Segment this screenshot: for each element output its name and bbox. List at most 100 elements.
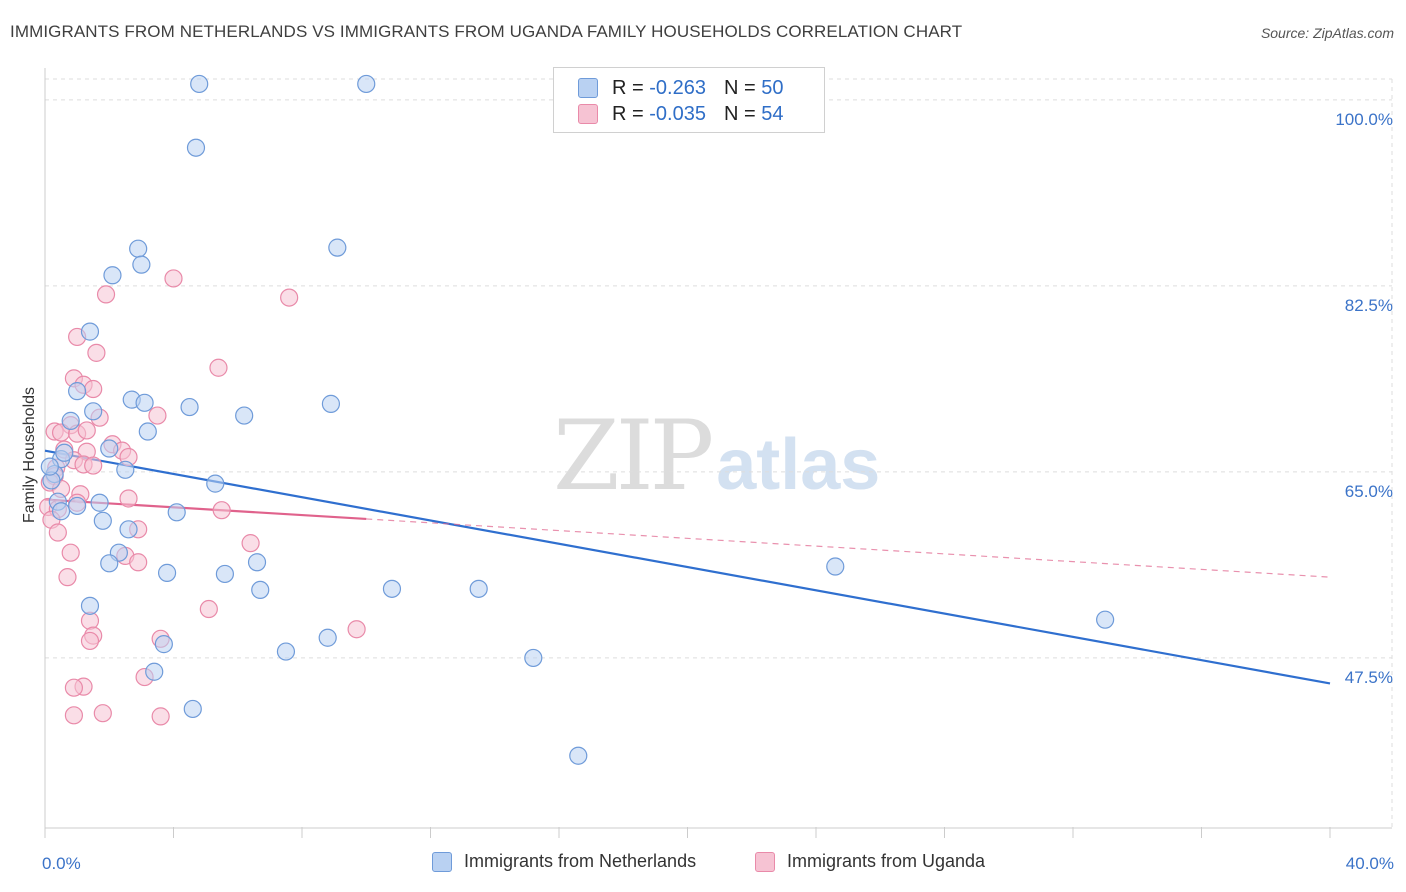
netherlands-point (321, 394, 341, 413)
uganda-point (280, 288, 299, 307)
trend-layer (44, 449, 1331, 685)
uganda-point (64, 678, 84, 697)
chart-title: IMMIGRANTS FROM NETHERLANDS VS IMMIGRANT… (10, 22, 963, 41)
netherlands-point (154, 635, 173, 654)
uganda-swatch (578, 104, 598, 124)
series-legend: Immigrants from Netherlands Immigrants f… (0, 851, 1406, 877)
legend-item-netherlands[interactable]: Immigrants from Netherlands (432, 851, 696, 872)
netherlands-point (40, 457, 59, 476)
uganda-point (199, 599, 218, 619)
netherlands-trend-line (44, 449, 1331, 685)
netherlands-point (318, 628, 337, 647)
netherlands-point (183, 699, 202, 719)
uganda-point (209, 358, 228, 377)
uganda-point (96, 285, 116, 304)
uganda-point (84, 456, 103, 475)
netherlands-point (1096, 610, 1115, 629)
netherlands-point (276, 642, 296, 661)
netherlands-point (247, 553, 267, 572)
netherlands-point (51, 502, 71, 521)
uganda-point (119, 489, 138, 508)
n-label: N = (723, 76, 756, 99)
netherlands-point (215, 564, 234, 584)
source-credit: Source: ZipAtlas.com (1260, 25, 1394, 41)
correlation-legend: R = -0.263 N = 50 R = -0.035 N = 54 (553, 67, 825, 133)
netherlands-point (100, 554, 119, 573)
netherlands-point (145, 662, 164, 681)
axis-layer (44, 68, 1392, 838)
netherlands-point (100, 439, 119, 458)
netherlands-point (55, 443, 74, 462)
netherlands-point (167, 503, 186, 522)
netherlands-point (235, 406, 254, 425)
r-label: R = (612, 76, 644, 99)
y-tick-label: 47.5% (1345, 668, 1393, 687)
uganda-point (48, 523, 67, 542)
y-tick-label: 100.0% (1335, 110, 1393, 129)
y-tick-label: 82.5% (1345, 296, 1393, 315)
netherlands-point (132, 255, 151, 274)
legend-row-netherlands: R = -0.263 N = 50 (578, 76, 783, 100)
netherlands-point (826, 557, 845, 576)
uganda-point (61, 543, 80, 562)
uganda-point (80, 631, 100, 651)
netherlands-point (80, 596, 100, 615)
r-value: -0.263 (649, 76, 706, 99)
netherlands-point (251, 580, 270, 600)
legend-label: Immigrants from Netherlands (464, 851, 697, 871)
netherlands-point (103, 266, 122, 285)
uganda-point (241, 534, 260, 553)
legend-row-uganda: R = -0.035 N = 54 (578, 102, 783, 126)
uganda-point (129, 553, 148, 572)
netherlands-point (138, 422, 157, 441)
n-value: 50 (761, 76, 784, 99)
netherlands-point (382, 579, 402, 598)
y-axis-label: Family Households (21, 386, 38, 524)
netherlands-point (68, 496, 87, 516)
netherlands-point (119, 520, 138, 539)
netherlands-point (569, 746, 588, 765)
uganda-point (84, 379, 103, 399)
watermark: ZIPatlas (553, 400, 880, 512)
netherlands-points (40, 74, 1115, 765)
uganda-point (164, 269, 183, 288)
netherlands-point (357, 74, 376, 94)
netherlands-point (84, 402, 103, 421)
r-label: R = (612, 102, 644, 125)
netherlands-point (90, 493, 109, 512)
netherlands-point (190, 74, 209, 94)
tick-label-layer: 47.5% 65.0% 82.5% 100.0% 0.0% 40.0% (42, 110, 1394, 873)
uganda-point (148, 406, 167, 425)
netherlands-swatch (432, 851, 452, 872)
x-tick-label: 0.0% (42, 854, 81, 873)
netherlands-point (135, 393, 154, 412)
netherlands-point (116, 460, 135, 479)
legend-label: Immigrants from Uganda (787, 851, 986, 871)
uganda-point (58, 568, 77, 587)
uganda-point (151, 707, 170, 726)
grid-layer (45, 78, 1393, 828)
legend-item-uganda[interactable]: Immigrants from Uganda (755, 851, 985, 872)
watermark-atlas: atlas (716, 425, 881, 505)
netherlands-point (61, 411, 80, 430)
netherlands-point (186, 138, 206, 157)
y-tick-label: 65.0% (1345, 482, 1393, 501)
uganda-point (212, 501, 231, 520)
netherlands-point (93, 511, 112, 530)
netherlands-point (328, 238, 347, 257)
n-value: 54 (761, 102, 784, 125)
netherlands-point (80, 322, 100, 341)
watermark-zip: ZIP (553, 400, 714, 512)
uganda-point (77, 421, 96, 440)
uganda-point (64, 706, 84, 725)
r-value: -0.035 (649, 102, 706, 125)
netherlands-point (68, 382, 87, 401)
uganda-point (347, 620, 366, 639)
n-label: N = (723, 102, 756, 125)
uganda-point (87, 343, 106, 362)
netherlands-swatch (578, 78, 598, 98)
netherlands-point (206, 474, 225, 493)
netherlands-point (469, 579, 488, 598)
uganda-trend-extension (366, 518, 1331, 578)
